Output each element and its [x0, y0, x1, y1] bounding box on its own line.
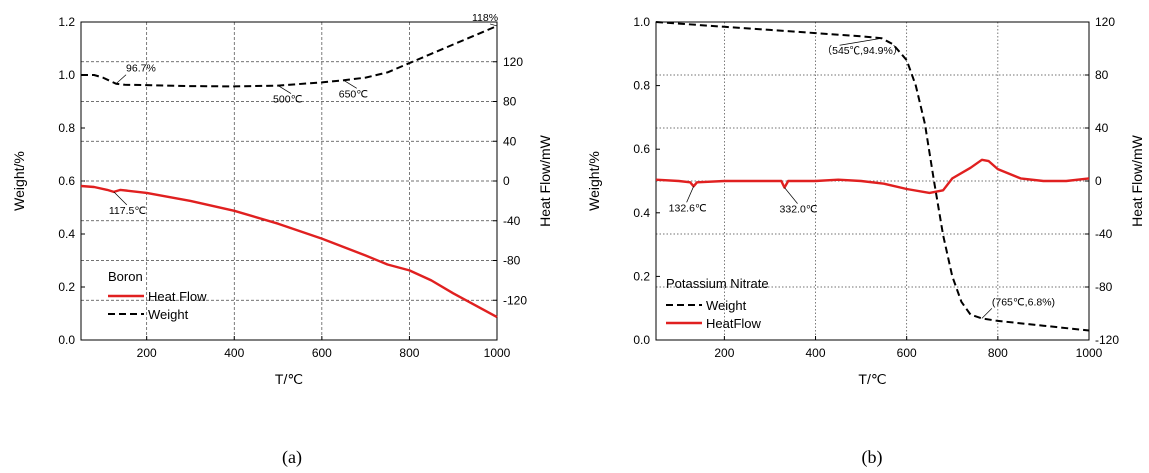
panel-label-b: (b)	[862, 447, 883, 468]
panel-b-chart: 200 400 600 800 10000.00.20.40.60.81.0-120-8…	[586, 15, 1145, 387]
annotation-leader	[489, 23, 498, 27]
annotation-leader	[113, 191, 128, 206]
y-tick-label: 0.2	[58, 280, 75, 294]
y2-axis-label: Heat Flow/mW	[1129, 134, 1145, 227]
x-tick-label: 400	[224, 346, 244, 360]
y2-tick-label: 120	[1095, 15, 1115, 29]
legend-entry: Weight	[148, 307, 189, 322]
y2-tick-label: 120	[503, 55, 523, 69]
panel-label-a: (a)	[282, 447, 302, 468]
annotation-label: (765℃,6.8%)	[992, 296, 1055, 308]
y2-tick-label: -120	[503, 293, 527, 307]
x-tick-label: 200	[714, 346, 734, 360]
y-tick-label: 0.4	[58, 227, 75, 241]
x-tick-label: 1000	[1076, 346, 1103, 360]
series-line-weight	[81, 25, 498, 88]
y2-tick-label: 0	[503, 174, 510, 188]
y2-tick-label: -40	[1095, 227, 1113, 241]
y2-tick-label: -120	[1095, 333, 1119, 347]
annotation-label: 332.0℃	[780, 204, 818, 216]
annotation-leader	[277, 85, 292, 94]
x-tick-label: 600	[897, 346, 917, 360]
x-tick-label: 1000	[484, 346, 511, 360]
x-tick-label: 400	[806, 346, 826, 360]
annotation-leader	[981, 308, 993, 319]
y2-tick-label: 40	[1095, 121, 1109, 135]
y-tick-label: 0.8	[58, 121, 75, 135]
annotation-leader	[343, 80, 357, 89]
y2-axis-label: Heat Flow/mW	[537, 134, 553, 227]
x-tick-label: 800	[988, 346, 1008, 360]
y-tick-label: 0.0	[633, 333, 650, 347]
legend-entry: HeatFlow	[706, 316, 762, 331]
annotation-label: 500℃	[273, 94, 303, 106]
y-tick-label: 0.8	[633, 79, 650, 93]
y-tick-label: 1.0	[633, 15, 650, 29]
legend-title: Boron	[108, 269, 143, 284]
y-tick-label: 0.6	[633, 142, 650, 156]
annotation-label: （545℃,94.9%）	[822, 45, 904, 57]
annotation-label: 117.5℃	[109, 205, 146, 217]
series-line-heatflow	[655, 158, 1090, 195]
annotation-label: 118%	[472, 12, 498, 24]
series-line-heat-flow	[80, 184, 498, 319]
y-tick-label: 0.4	[633, 206, 650, 220]
plot-frame	[80, 21, 498, 341]
annotation-leader	[686, 186, 694, 203]
x-tick-label: 600	[312, 346, 332, 360]
y-tick-label: 0.2	[633, 269, 650, 283]
y-tick-label: 1.2	[58, 15, 75, 29]
series-line-weight	[655, 21, 1090, 332]
legend-title: Potassium Nitrate	[666, 276, 769, 291]
y2-tick-label: -40	[503, 214, 521, 228]
y2-tick-label: 80	[1095, 68, 1109, 82]
annotation-leader	[839, 37, 882, 46]
plot-frame	[655, 21, 1090, 341]
y-axis-label: Weight/%	[586, 151, 602, 211]
y2-tick-label: -80	[503, 254, 521, 268]
annotation-label: 96.7%	[126, 63, 156, 75]
annotation-leader	[784, 187, 798, 204]
x-axis-label: T/℃	[275, 371, 303, 387]
y2-tick-label: 40	[503, 134, 517, 148]
legend-entry: Weight	[706, 298, 747, 313]
panel-a-chart: 200 400 600 800 10000.00.20.40.60.81.01.2-12…	[11, 12, 553, 387]
y-tick-label: 0.0	[58, 333, 75, 347]
y-axis-label: Weight/%	[11, 151, 27, 211]
y2-tick-label: 0	[1095, 174, 1102, 188]
x-tick-label: 200	[137, 346, 157, 360]
y2-tick-label: -80	[1095, 280, 1113, 294]
annotation-leader	[115, 74, 127, 85]
annotation-label: 132.6℃	[669, 202, 707, 214]
legend-entry: Heat Flow	[148, 289, 207, 304]
legend: Potassium Nitrate Weight HeatFlow	[666, 276, 769, 331]
x-axis-label: T/℃	[858, 371, 886, 387]
y-tick-label: 0.6	[58, 174, 75, 188]
y-tick-label: 1.0	[58, 68, 75, 82]
annotation-label: 650℃	[339, 88, 369, 100]
legend: Boron Heat Flow Weight	[108, 269, 207, 322]
y2-tick-label: 80	[503, 95, 517, 109]
x-tick-label: 800	[399, 346, 419, 360]
